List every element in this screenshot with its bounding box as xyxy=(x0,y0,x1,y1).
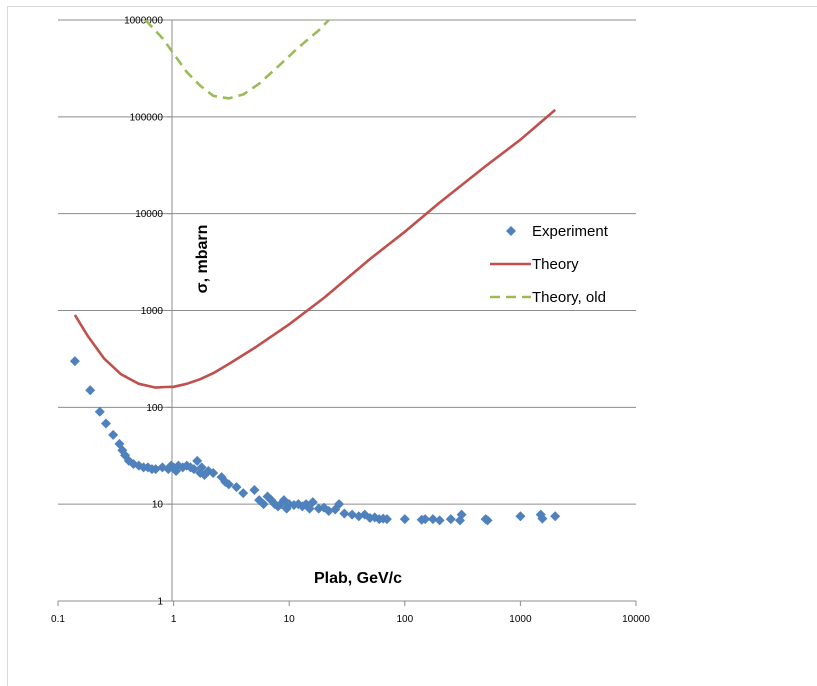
data-point xyxy=(347,509,358,520)
data-point xyxy=(307,497,318,508)
legend-label: Experiment xyxy=(532,223,609,240)
series-line-theory-old xyxy=(144,20,330,100)
data-point xyxy=(196,462,207,473)
x-tick-label: 1 xyxy=(171,614,177,625)
data-point xyxy=(258,499,269,510)
data-point xyxy=(434,515,445,526)
y-tick-label: 100000 xyxy=(130,112,164,123)
data-point xyxy=(94,406,105,417)
x-tick-label: 10000 xyxy=(622,614,650,625)
data-point xyxy=(231,482,242,493)
data-point xyxy=(238,488,249,499)
data-point xyxy=(399,514,410,525)
data-point xyxy=(550,511,561,522)
y-axis-title: σ, mbarn xyxy=(194,225,211,294)
y-tick-label: 1000 xyxy=(141,306,164,317)
data-point xyxy=(249,485,260,496)
legend-marker-experiment xyxy=(506,226,516,236)
plot-series xyxy=(69,20,561,526)
y-tick-label: 10000 xyxy=(135,209,163,220)
data-point xyxy=(223,479,234,490)
data-point xyxy=(482,515,493,526)
data-point xyxy=(339,508,350,519)
x-tick-label: 0.1 xyxy=(51,614,65,625)
data-point xyxy=(334,499,345,510)
data-point xyxy=(85,385,96,396)
data-point xyxy=(208,467,219,478)
series-line-theory xyxy=(73,108,557,389)
chart-frame xyxy=(7,6,817,686)
data-point xyxy=(192,455,203,466)
legend-label: Theory xyxy=(532,256,579,273)
data-point xyxy=(100,418,111,429)
data-point xyxy=(456,509,467,520)
x-tick-label: 1000 xyxy=(509,614,532,625)
y-tick-label: 10 xyxy=(152,500,164,511)
data-point xyxy=(69,356,80,367)
data-point xyxy=(537,513,548,524)
x-axis-title: Plab, GeV/c xyxy=(314,570,402,587)
data-point xyxy=(427,514,438,525)
data-point xyxy=(188,464,199,475)
data-point xyxy=(445,514,456,525)
data-point xyxy=(515,511,526,522)
y-tick-label: 1000000 xyxy=(124,16,163,27)
y-tick-label: 100 xyxy=(146,403,163,414)
data-point xyxy=(381,514,392,525)
x-tick-label: 100 xyxy=(396,614,413,625)
data-point xyxy=(108,429,119,440)
x-tick-label: 10 xyxy=(284,614,296,625)
y-tick-label: 1 xyxy=(157,597,163,608)
data-point xyxy=(420,514,431,525)
legend-label: Theory, old xyxy=(532,289,606,306)
